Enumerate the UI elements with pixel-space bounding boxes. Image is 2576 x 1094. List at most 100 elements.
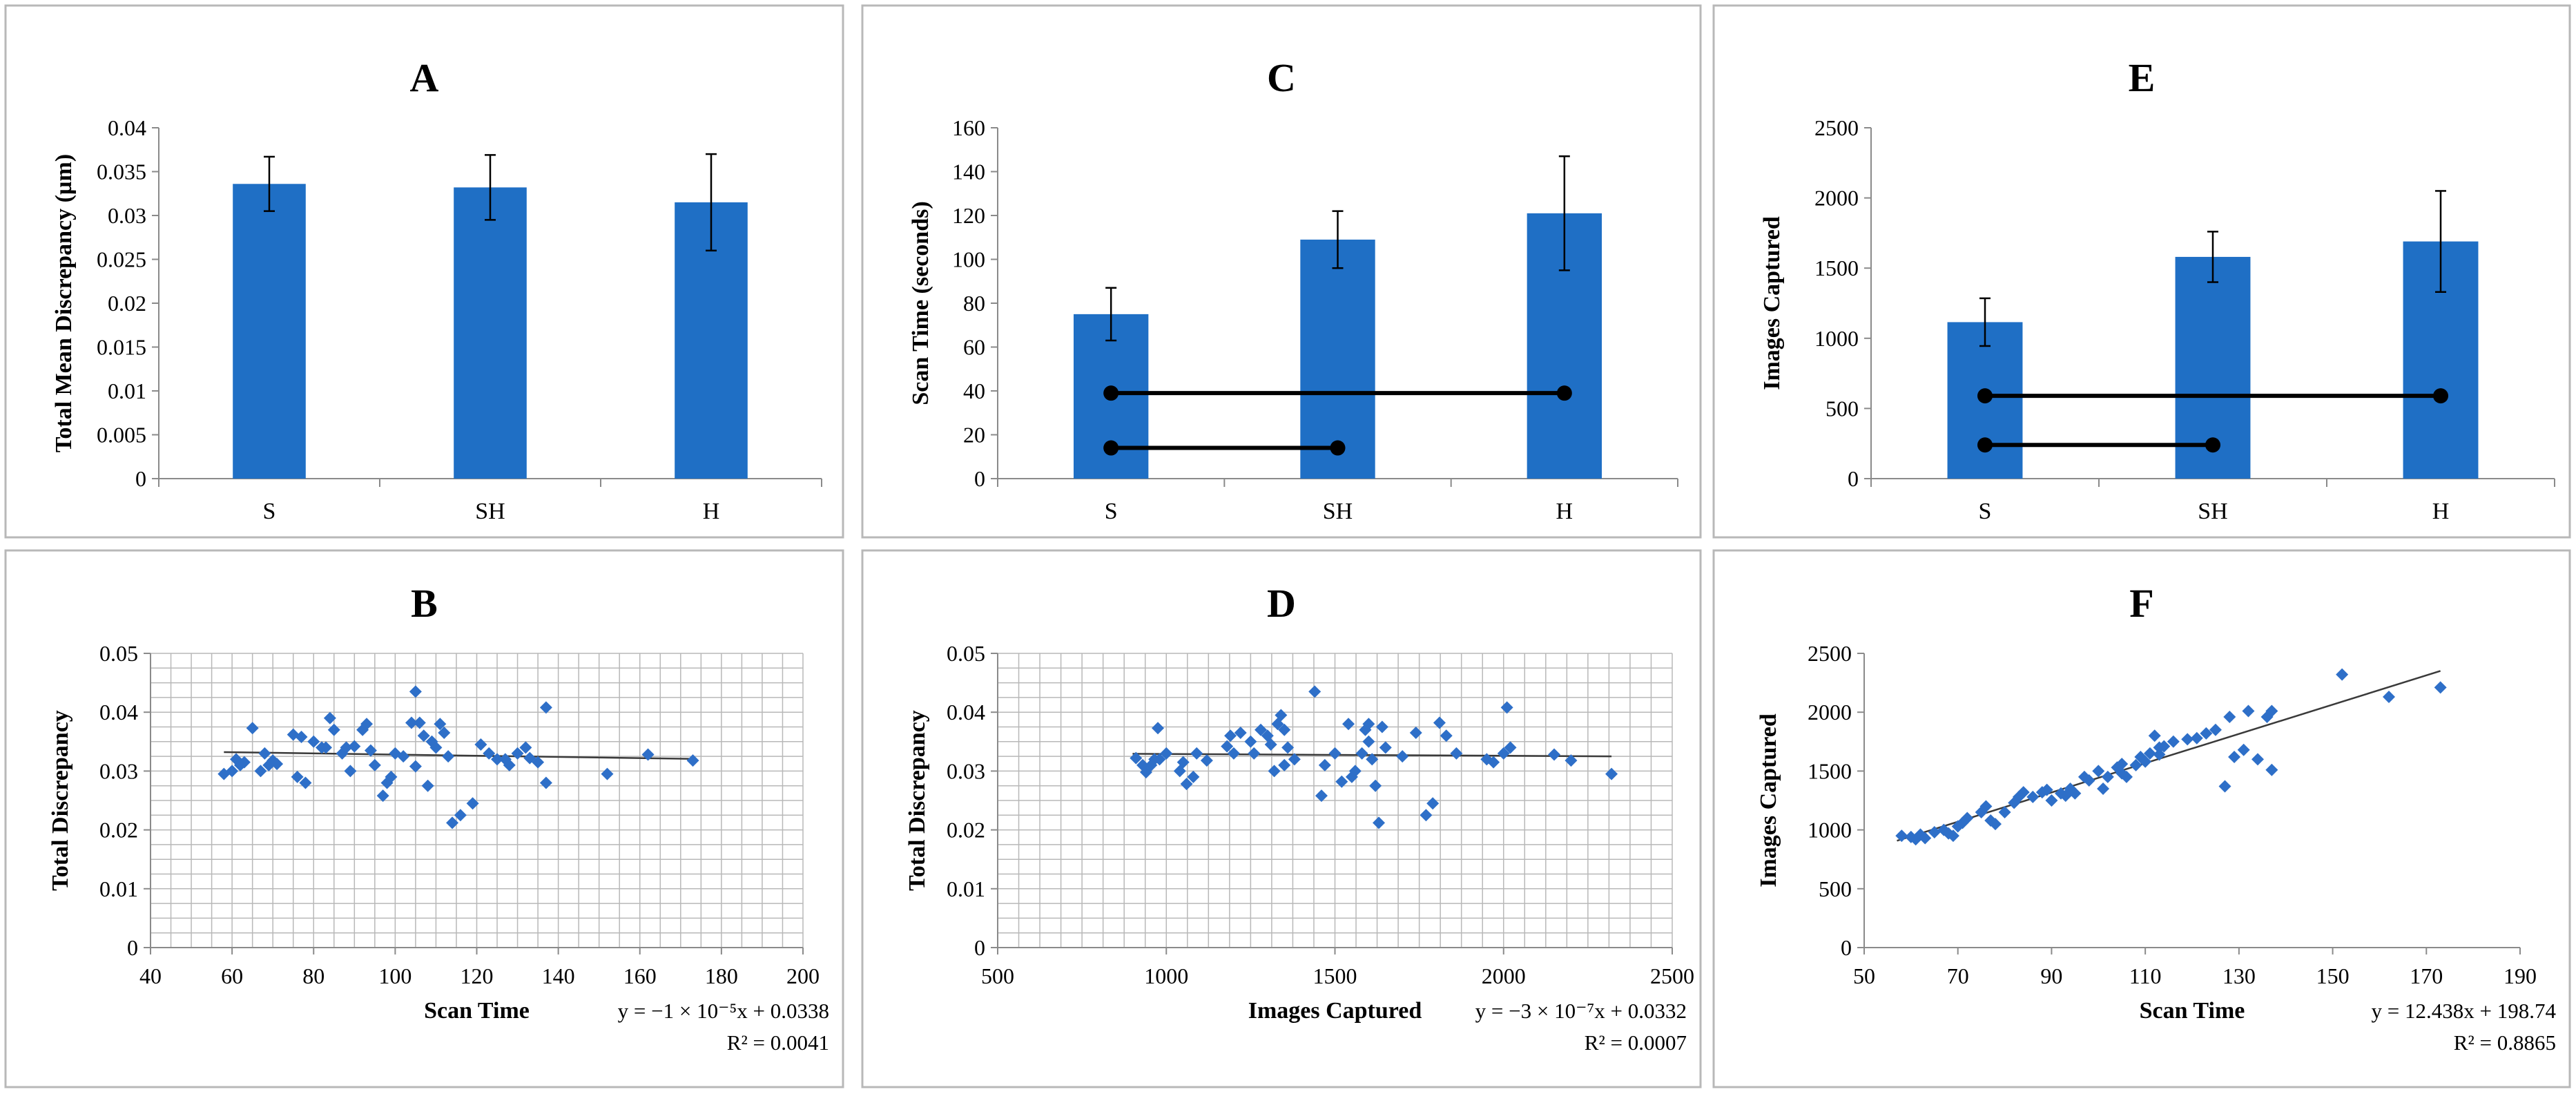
panel-d-data-point xyxy=(1426,797,1440,810)
panel-b-y-tick-label: 0.02 xyxy=(99,818,138,843)
panel-b-data-point xyxy=(421,779,434,792)
panel-f-data-point xyxy=(2336,668,2349,681)
panel-d-data-point xyxy=(1355,747,1368,760)
panel-f-data-point xyxy=(2120,770,2133,783)
panel-a-y-axis-title: Total Mean Discrepancy (µm) xyxy=(51,154,77,452)
panel-d-data-point xyxy=(1565,754,1578,767)
panel-d-data-point xyxy=(1497,747,1510,760)
panel-f-frame xyxy=(1712,549,2571,1088)
panel-e-comparison-dot xyxy=(2205,437,2220,453)
panel-c-comparison-dot xyxy=(1103,440,1119,456)
panel-b-data-point xyxy=(295,730,308,743)
panel-b-x-tick-label: 200 xyxy=(786,963,820,988)
panel-c-y-tick-label: 60 xyxy=(963,335,985,360)
panel-b-title: B xyxy=(411,581,438,626)
panel-c-x-tick-label-sh: SH xyxy=(1323,499,1353,524)
panel-f-data-point xyxy=(1998,806,2011,819)
panel-d-data-point xyxy=(1379,741,1392,754)
panel-d-x-tick-label: 2500 xyxy=(1650,963,1694,988)
panel-d-data-point xyxy=(1152,722,1165,735)
panel-e-y-tick-label: 2500 xyxy=(1814,115,1859,140)
panel-d-data-point xyxy=(1264,738,1277,751)
panel-b-data-point xyxy=(299,776,312,789)
panel-b-data-point xyxy=(503,758,516,771)
panel-d-data-point xyxy=(1409,727,1422,740)
panel-b-y-tick-label: 0 xyxy=(127,935,138,960)
panel-b-data-point xyxy=(271,758,284,771)
panel-d-data-point xyxy=(1504,741,1517,754)
panel-b-data-point xyxy=(474,738,487,751)
panel-b-y-tick-label: 0.04 xyxy=(99,700,138,724)
panel-c-y-tick-label: 120 xyxy=(952,203,985,228)
panel-e-title: E xyxy=(2129,55,2156,100)
panel-b-data-point xyxy=(254,765,267,778)
panel-a-y-tick-label: 0.01 xyxy=(108,378,146,403)
panel-b-x-axis-title: Scan Time xyxy=(424,998,530,1024)
panel-b-data-point xyxy=(258,747,271,760)
panel-f-data-point xyxy=(2209,723,2222,736)
panel-b-frame xyxy=(4,549,844,1088)
panel-c-y-tick-label: 0 xyxy=(974,466,985,491)
panel-b-data-point xyxy=(246,722,259,735)
panel-b-data-point xyxy=(417,729,430,742)
panel-f-data-point xyxy=(2045,794,2058,807)
panel-f-trendline-equation: y = 12.438x + 198.74 xyxy=(2372,999,2557,1023)
panel-f-data-point xyxy=(2143,747,2156,760)
panel-b-y-axis-title: Total Discrepancy xyxy=(48,710,73,891)
panel-f-data-point xyxy=(2097,782,2110,795)
panel-d-data-point xyxy=(1605,767,1618,780)
panel-f-x-axis-title: Scan Time xyxy=(2140,998,2245,1024)
panel-a-y-tick-label: 0.035 xyxy=(97,160,146,184)
panel-a-y-tick-label: 0.025 xyxy=(97,247,146,272)
panel-f-y-tick-label: 2000 xyxy=(1808,700,1852,724)
panel-b-data-point xyxy=(511,747,524,760)
panel-b-data-point xyxy=(641,748,655,761)
panel-b-data-point xyxy=(519,741,532,754)
panel-e-y-tick-label: 2000 xyxy=(1814,186,1859,211)
panel-a-bar-s xyxy=(233,184,306,479)
panel-c-y-tick-label: 40 xyxy=(963,378,985,403)
panel-d-data-point xyxy=(1362,735,1375,748)
panel-a-y-tick-label: 0.015 xyxy=(97,335,146,360)
panel-d-y-tick-label: 0.03 xyxy=(947,758,985,783)
panel-f-y-axis-title: Images Captured xyxy=(1756,713,1781,887)
panel-a-x-tick-label-h: H xyxy=(703,499,720,524)
panel-b-trendline xyxy=(224,751,693,760)
panel-d-y-tick-label: 0.05 xyxy=(947,641,985,666)
panel-f-data-point xyxy=(2251,753,2264,766)
panel-f-data-point xyxy=(2082,774,2095,787)
panel-f-data-point xyxy=(2092,765,2105,778)
panel-e-x-tick-label-h: H xyxy=(2432,499,2450,524)
panel-f-data-point xyxy=(2026,790,2040,803)
panel-b-x-tick-label: 60 xyxy=(221,963,243,988)
panel-b-data-point xyxy=(539,776,552,789)
panel-d-data-point xyxy=(1221,740,1234,753)
panel-d-title: D xyxy=(1267,581,1296,626)
panel-b-data-point xyxy=(413,716,426,729)
panel-e-comparison-dot xyxy=(1977,437,1993,453)
panel-c-x-tick-label-h: H xyxy=(1556,499,1573,524)
panel-d-x-axis-title: Images Captured xyxy=(1248,998,1422,1024)
panel-f-data-point xyxy=(2148,729,2161,742)
panel-e-y-tick-label: 0 xyxy=(1848,466,1859,491)
panel-d-data-point xyxy=(1275,709,1288,722)
panel-f-x-tick-label: 170 xyxy=(2410,963,2443,988)
panel-d-data-point xyxy=(1318,758,1331,771)
panel-c-y-tick-label: 80 xyxy=(963,291,985,316)
panel-c-bar-sh xyxy=(1300,239,1375,479)
panel-f-data-point xyxy=(2129,758,2142,771)
panel-b-y-tick-label: 0.05 xyxy=(99,641,138,666)
panel-b-data-point xyxy=(434,718,447,731)
panel-d-data-point xyxy=(1500,701,1513,714)
panel-b-data-point xyxy=(364,744,377,757)
panel-d-x-tick-label: 500 xyxy=(981,963,1014,988)
panel-d-data-point xyxy=(1348,765,1362,778)
panel-d-x-tick-label: 1500 xyxy=(1313,963,1357,988)
panel-d-frame xyxy=(861,549,1702,1088)
panel-b-data-point xyxy=(327,723,340,736)
panel-f-data-point xyxy=(2265,763,2278,776)
panel-b-data-point xyxy=(686,754,699,767)
panel-d-r-squared: R² = 0.0007 xyxy=(1585,1030,1687,1055)
panel-f-y-tick-label: 1500 xyxy=(1808,758,1852,783)
panel-d-data-point xyxy=(1375,720,1388,733)
